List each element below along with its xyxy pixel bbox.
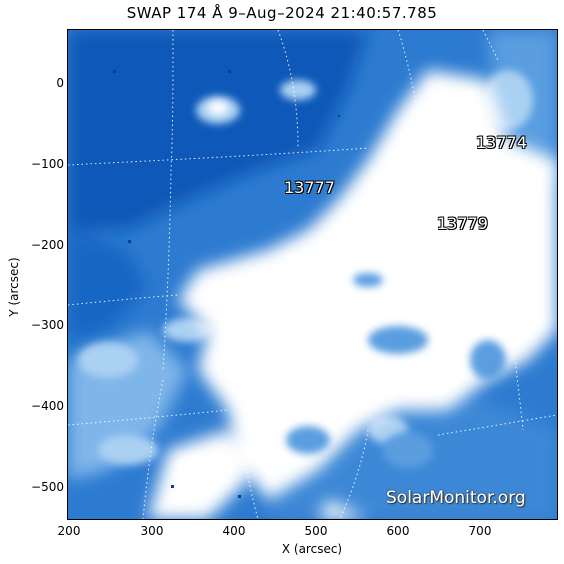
solar-euv-image [68, 30, 557, 519]
active-region-label: 13777 [284, 178, 335, 197]
image-title: SWAP 174 Å 9–Aug–2024 21:40:57.785 [126, 4, 438, 22]
y-tick-label: −100 [31, 157, 64, 171]
y-tick-label: 0 [56, 76, 64, 90]
x-tick-label: 300 [140, 524, 164, 538]
y-tick-label: −200 [31, 238, 64, 252]
x-tick-label: 200 [57, 524, 81, 538]
x-axis-label: X (arcsec) [281, 542, 343, 556]
x-tick-label: 500 [304, 524, 328, 538]
y-tick-label: −400 [31, 399, 64, 413]
watermark: SolarMonitor.org [386, 488, 526, 508]
x-tick-label: 600 [386, 524, 410, 538]
y-tick-label: −300 [31, 318, 64, 332]
y-axis-label: Y (arcsec) [7, 257, 21, 317]
x-tick-label: 400 [222, 524, 246, 538]
active-region-label: 13779 [437, 214, 488, 233]
x-tick-label: 700 [468, 524, 492, 538]
y-tick-label: −500 [31, 480, 64, 494]
active-region-label: 13774 [476, 133, 527, 152]
